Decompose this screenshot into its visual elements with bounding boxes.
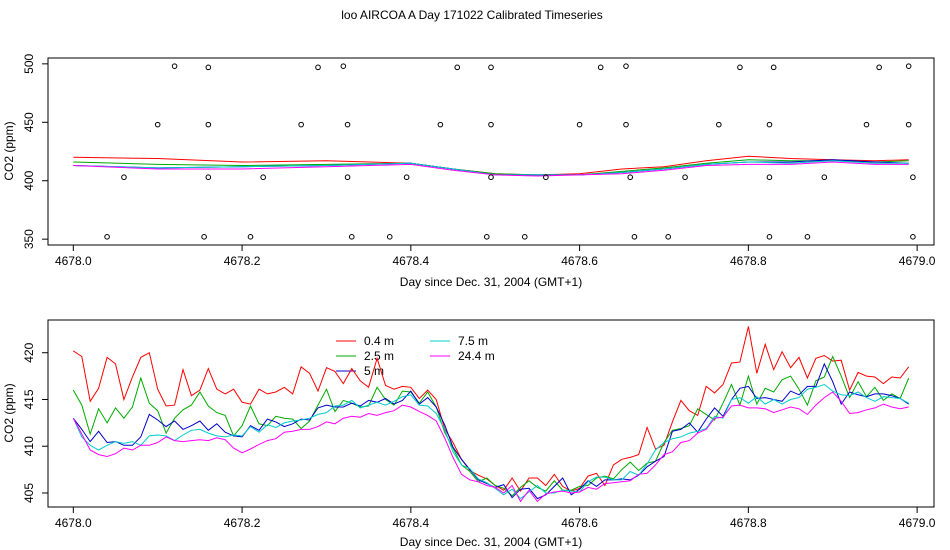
bottom-x-tick-label: 4678.0 (55, 516, 92, 530)
outlier-point (910, 174, 916, 181)
bottom-x-tick-label: 4678.4 (392, 516, 429, 530)
outlier-point (863, 121, 870, 128)
outlier-point (247, 234, 254, 240)
outlier-point (298, 121, 304, 128)
outlier-point (205, 121, 212, 128)
bottom-panel: Day since Dec. 31, 2004 (GMT+1) CO2 (ppm… (2, 319, 936, 549)
top-x-tick-label: 4679.0 (899, 254, 936, 268)
outlier-point (623, 63, 629, 69)
figure-title: loo AIRCOA A Day 171022 Calibrated Times… (341, 8, 602, 22)
legend-label: 5 m (364, 364, 384, 378)
outlier-point (488, 64, 494, 71)
outlier-point (623, 121, 629, 128)
bottom-x-tick-label: 4679.0 (899, 516, 936, 530)
outlier-point (403, 174, 410, 181)
outlier-point (682, 174, 688, 181)
outlier-point (631, 234, 638, 240)
outlier-point (910, 234, 916, 240)
top-y-tick-label: 350 (22, 229, 36, 249)
outlier-point (521, 234, 528, 240)
outlier-point (766, 234, 773, 240)
top-x-axis-label: Day since Dec. 31, 2004 (GMT+1) (400, 275, 582, 289)
top-y-tick-label: 400 (22, 170, 36, 190)
outlier-point (766, 174, 773, 181)
outlier-point (488, 121, 494, 128)
outlier-point (737, 64, 743, 71)
top-x-tick-label: 4678.6 (561, 254, 598, 268)
legend-label: 7.5 m (458, 334, 488, 348)
outlier-point (821, 174, 828, 181)
outlier-point (716, 121, 722, 128)
bottom-y-tick-label: 420 (22, 342, 36, 362)
outlier-point (905, 121, 912, 128)
outlier-point (770, 64, 777, 71)
outlier-point (121, 174, 127, 181)
outlier-point (483, 234, 490, 240)
outlier-point (905, 63, 912, 69)
outlier-point (437, 121, 444, 128)
outlier-point (205, 64, 212, 71)
outlier-point (260, 174, 266, 181)
outlier-point (104, 234, 110, 240)
bottom-x-tick-label: 4678.6 (561, 516, 598, 530)
outlier-point (344, 121, 351, 128)
bottom-x-axis-label: Day since Dec. 31, 2004 (GMT+1) (400, 535, 582, 549)
bottom-y-tick-label: 410 (22, 436, 36, 456)
outlier-point (386, 234, 393, 240)
outlier-point (340, 63, 347, 69)
bottom-x-tick-label: 4678.8 (730, 516, 767, 530)
top-series-line-0-4-m (73, 155, 909, 176)
outlier-point (454, 64, 461, 71)
bottom-series-line-7-5-m (72, 383, 909, 500)
outlier-point (201, 234, 207, 240)
outlier-point (344, 174, 351, 181)
legend-label: 0.4 m (364, 334, 394, 348)
top-x-tick-label: 4678.0 (55, 254, 92, 268)
top-panel-frame (47, 57, 935, 246)
outlier-point (171, 63, 178, 69)
outlier-point (665, 234, 672, 240)
bottom-series-line-24-4-m (72, 391, 909, 503)
top-series-line-24-4-m (73, 161, 909, 177)
top-x-tick-label: 4678.8 (730, 254, 767, 268)
top-y-axis-label: CO2 (ppm) (2, 121, 16, 180)
bottom-y-tick-label: 405 (22, 483, 36, 503)
outlier-point (543, 174, 549, 181)
legend: 0.4 m2.5 m5 m 7.5 m24.4 m (336, 334, 495, 378)
bottom-series-line-5-m (72, 362, 909, 500)
outlier-point (876, 64, 882, 71)
outlier-point (804, 234, 811, 240)
outlier-point (315, 64, 321, 71)
outlier-point (766, 121, 773, 128)
top-x-tick-label: 4678.2 (224, 254, 261, 268)
outlier-point (205, 174, 212, 181)
bottom-x-tick-label: 4678.2 (224, 516, 261, 530)
bottom-panel-frame (47, 319, 935, 508)
outlier-point (576, 121, 583, 128)
top-x-tick-label: 4678.4 (392, 254, 429, 268)
outlier-point (488, 174, 494, 181)
outlier-point (627, 174, 634, 181)
legend-label: 2.5 m (364, 349, 394, 363)
top-panel: Day since Dec. 31, 2004 (GMT+1) CO2 (ppm… (2, 54, 936, 289)
bottom-y-axis-label: CO2 (ppm) (2, 383, 16, 442)
outlier-point (154, 121, 161, 128)
bottom-y-tick-label: 415 (22, 389, 36, 409)
top-y-tick-label: 500 (22, 54, 36, 74)
outlier-point (348, 234, 355, 240)
legend-label: 24.4 m (458, 349, 495, 363)
outlier-point (597, 64, 604, 71)
top-y-tick-label: 450 (22, 112, 36, 132)
bottom-series-line-2-5-m (72, 355, 910, 497)
